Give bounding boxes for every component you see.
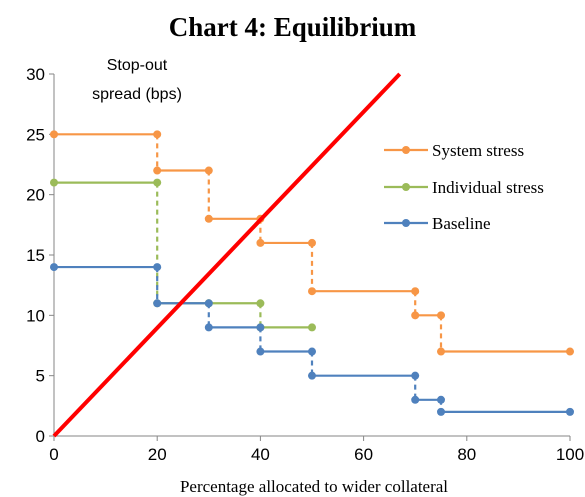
baseline-point bbox=[50, 263, 58, 272]
y-tick-label: 5 bbox=[36, 367, 45, 386]
system-stress-point bbox=[50, 130, 58, 139]
system-stress-point bbox=[204, 214, 213, 223]
x-tick-label: 100 bbox=[556, 445, 584, 464]
system-stress-point bbox=[437, 347, 445, 356]
x-tick-label: 40 bbox=[251, 445, 270, 464]
legend-marker-baseline bbox=[402, 219, 410, 227]
system-stress-point bbox=[256, 238, 265, 247]
baseline-point bbox=[308, 371, 316, 380]
x-tick-label: 0 bbox=[49, 445, 58, 464]
legend-label-system-stress: System stress bbox=[432, 141, 524, 160]
y-axis-label-line2: spread (bps) bbox=[92, 86, 182, 103]
baseline-point bbox=[153, 299, 162, 308]
system-stress-point bbox=[308, 287, 316, 296]
y-tick-label: 10 bbox=[26, 306, 45, 325]
x-tick-label: 60 bbox=[354, 445, 373, 464]
system-stress-point bbox=[566, 347, 574, 356]
legend-label-baseline: Baseline bbox=[432, 214, 491, 233]
legend-marker-individual-stress bbox=[402, 183, 410, 191]
x-axis-label: Percentage allocated to wider collateral bbox=[180, 477, 448, 496]
baseline-point bbox=[204, 323, 213, 332]
x-tick-label: 20 bbox=[148, 445, 167, 464]
x-tick-label: 80 bbox=[457, 445, 476, 464]
baseline-point bbox=[256, 347, 265, 356]
y-tick-label: 20 bbox=[26, 186, 45, 205]
baseline-point bbox=[437, 407, 445, 416]
chart-title: Chart 4: Equilibrium bbox=[168, 12, 417, 42]
y-axis-label-line1: Stop-out bbox=[107, 57, 168, 74]
y-tick-label: 0 bbox=[36, 427, 45, 446]
y-tick-label: 15 bbox=[26, 246, 45, 265]
y-tick-label: 25 bbox=[26, 125, 45, 144]
y-tick-label: 30 bbox=[26, 65, 45, 84]
equilibrium-line bbox=[52, 72, 402, 438]
legend-marker-system-stress bbox=[402, 146, 410, 154]
system-stress-point bbox=[153, 166, 162, 175]
individual-stress-point bbox=[308, 323, 316, 332]
individual-stress-point bbox=[50, 178, 58, 187]
system-stress-point bbox=[411, 311, 420, 320]
baseline-point bbox=[411, 395, 420, 404]
legend-label-individual-stress: Individual stress bbox=[432, 178, 544, 197]
baseline-point bbox=[566, 407, 574, 416]
